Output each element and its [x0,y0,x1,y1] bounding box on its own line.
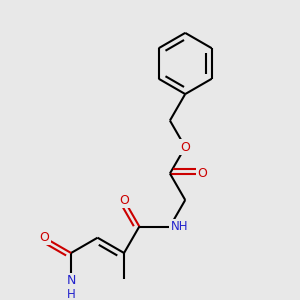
Text: O: O [119,194,129,206]
Text: H: H [67,288,76,300]
Text: N: N [66,274,76,287]
Text: O: O [40,231,50,244]
Text: NH: NH [170,220,188,233]
Text: O: O [197,167,207,180]
Text: O: O [180,140,190,154]
